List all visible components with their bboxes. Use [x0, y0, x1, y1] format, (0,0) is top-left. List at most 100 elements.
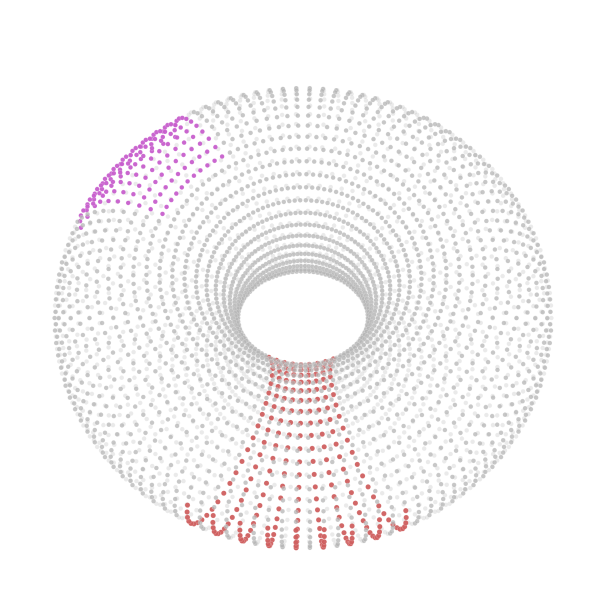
- surface-point: [244, 510, 250, 516]
- surface-point: [341, 173, 347, 179]
- surface-point: [422, 124, 428, 131]
- surface-point: [254, 494, 260, 500]
- surface-point: [334, 419, 340, 425]
- surface-point: [246, 379, 252, 385]
- surface-point: [508, 228, 514, 235]
- surface-point: [339, 444, 345, 450]
- surface-point: [505, 299, 511, 306]
- surface-point: [489, 253, 495, 260]
- surface-point: [389, 316, 395, 322]
- surface-point: [186, 112, 192, 118]
- surface-point: [164, 290, 170, 296]
- surface-point: [297, 197, 303, 203]
- surface-point: [515, 304, 521, 310]
- surface-point: [260, 224, 266, 230]
- surface-point: [136, 369, 142, 375]
- surface-point: [189, 353, 195, 359]
- surface-point: [401, 113, 407, 119]
- surface-point: [173, 353, 179, 359]
- surface-point: [406, 424, 412, 430]
- surface-point: [173, 191, 179, 197]
- surface-point: [481, 292, 487, 298]
- surface-point: [190, 418, 196, 424]
- surface-point: [72, 406, 78, 412]
- surface-point: [538, 278, 544, 284]
- surface-point: [245, 198, 251, 204]
- surface-point: [140, 323, 146, 329]
- surface-point: [324, 506, 330, 512]
- surface-point: [96, 347, 102, 353]
- surface-point: [328, 148, 335, 154]
- surface-point: [210, 524, 217, 531]
- surface-point: [204, 237, 210, 243]
- surface-point: [241, 491, 247, 497]
- surface-point: [87, 409, 93, 415]
- surface-point: [387, 282, 393, 288]
- surface-point: [385, 304, 391, 310]
- surface-point: [383, 338, 389, 345]
- surface-point: [206, 412, 212, 418]
- surface-point: [180, 401, 186, 407]
- surface-point: [220, 365, 226, 371]
- surface-point: [406, 123, 413, 129]
- surface-point: [321, 443, 328, 450]
- surface-point: [142, 200, 149, 206]
- surface-point: [414, 246, 420, 252]
- surface-point: [374, 466, 380, 472]
- surface-point: [147, 389, 154, 395]
- surface-point: [174, 423, 180, 429]
- surface-point: [467, 485, 473, 491]
- surface-point: [143, 457, 149, 463]
- surface-point: [257, 535, 263, 541]
- surface-point: [197, 376, 203, 382]
- surface-point: [171, 376, 177, 382]
- surface-point: [357, 150, 363, 156]
- surface-point: [146, 361, 153, 367]
- surface-point: [130, 439, 136, 445]
- surface-point: [425, 210, 431, 216]
- surface-point: [327, 187, 333, 193]
- surface-point: [320, 398, 326, 404]
- surface-point: [270, 377, 276, 383]
- surface-point: [504, 283, 510, 289]
- surface-point: [332, 484, 338, 490]
- surface-point: [111, 464, 117, 470]
- surface-point: [84, 416, 91, 422]
- surface-point: [367, 246, 373, 252]
- surface-point: [225, 362, 231, 368]
- surface-point: [333, 369, 339, 375]
- surface-point: [106, 422, 112, 428]
- surface-point: [454, 295, 460, 302]
- surface-point: [284, 517, 290, 523]
- surface-point: [356, 509, 363, 516]
- surface-point: [314, 198, 320, 204]
- surface-point: [335, 525, 341, 531]
- surface-point: [359, 491, 365, 497]
- surface-point: [335, 98, 341, 104]
- surface-point: [280, 224, 286, 230]
- surface-point: [435, 214, 441, 220]
- surface-point: [391, 439, 397, 445]
- surface-point: [390, 108, 396, 114]
- surface-point: [238, 412, 244, 418]
- surface-point: [427, 224, 434, 230]
- surface-point: [513, 354, 519, 360]
- surface-point: [259, 411, 266, 418]
- surface-point: [163, 360, 169, 366]
- surface-point: [201, 242, 208, 248]
- surface-point: [164, 472, 171, 478]
- surface-point: [190, 294, 196, 300]
- surface-point: [260, 205, 266, 211]
- surface-point: [77, 321, 83, 327]
- surface-point: [160, 386, 166, 392]
- surface-point: [270, 201, 276, 207]
- surface-point: [410, 336, 416, 342]
- surface-point: [211, 381, 217, 387]
- surface-point: [403, 167, 409, 173]
- surface-point: [70, 273, 76, 279]
- surface-point: [428, 127, 434, 133]
- surface-point: [303, 373, 309, 379]
- surface-point: [221, 405, 227, 411]
- surface-point: [372, 142, 378, 148]
- surface-point: [205, 333, 211, 339]
